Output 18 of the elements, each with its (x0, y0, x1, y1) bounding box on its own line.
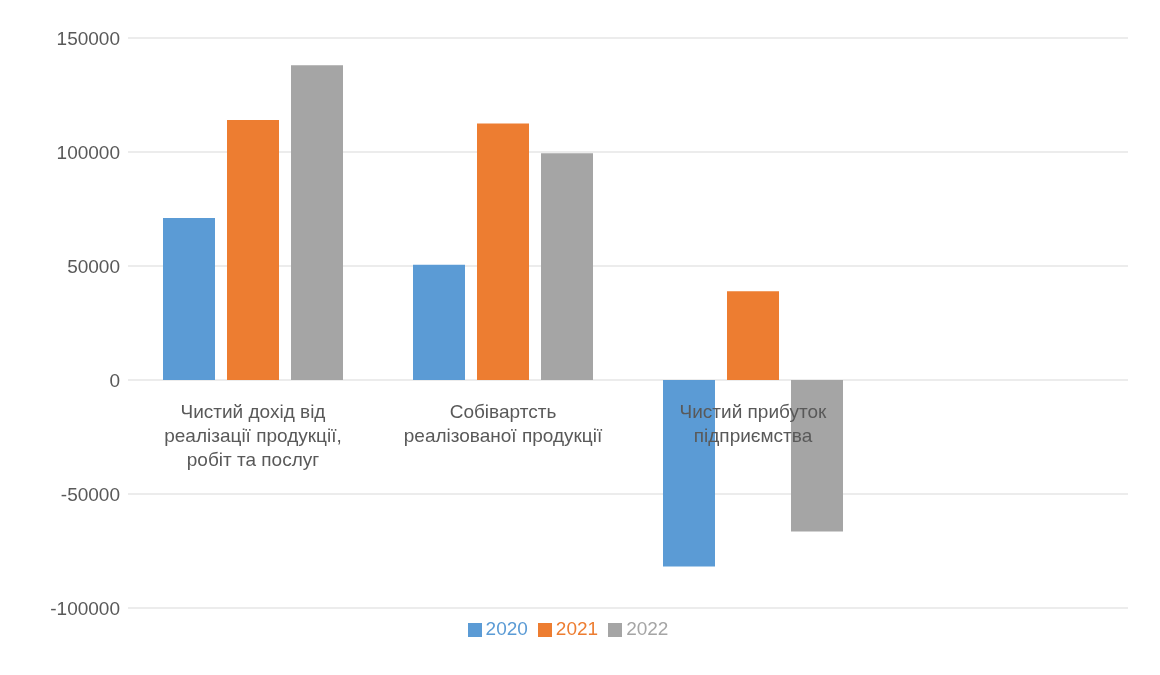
bar (413, 264, 465, 380)
legend-label: 2022 (626, 618, 669, 639)
legend-label: 2020 (485, 618, 528, 639)
y-tick-label: 0 (109, 369, 120, 391)
bar (227, 120, 279, 380)
bar (727, 291, 779, 380)
bar (291, 65, 343, 380)
y-tick-label: -100000 (50, 597, 120, 619)
y-tick-label: 150000 (56, 27, 120, 49)
y-tick-label: 50000 (67, 255, 120, 277)
legend-label: 2021 (555, 618, 599, 639)
bar (477, 123, 529, 380)
y-tick-label: -50000 (60, 483, 120, 505)
y-tick-label: 100000 (56, 141, 120, 163)
bar (541, 153, 593, 380)
x-tick-label: Чистий дохід від реалізації продукції, робіт та послуг (164, 401, 342, 470)
bar (163, 218, 215, 380)
x-tick-label: Собівартсть реалізованої продукції (403, 401, 603, 446)
